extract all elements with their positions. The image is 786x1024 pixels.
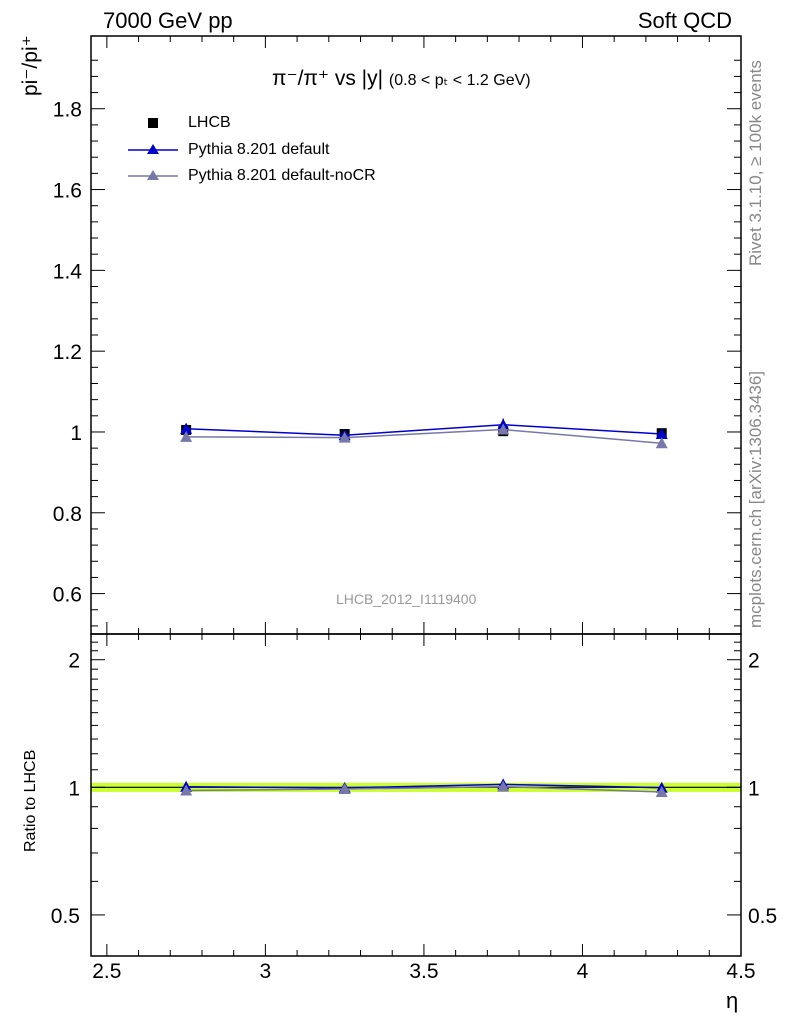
y-tick-label: 0.8	[53, 503, 82, 526]
mc-point	[180, 422, 193, 434]
x-tick-label: 4	[577, 960, 589, 983]
mc-point	[655, 427, 668, 439]
mc-point	[655, 437, 668, 449]
ratio-y-tick-label-right: 1	[748, 777, 760, 800]
y-tick-label: 1.4	[53, 260, 83, 283]
x-tick-label: 2.5	[92, 960, 121, 983]
ratio-y-tick-label: 0.5	[51, 905, 80, 928]
legend-marker-default	[147, 144, 159, 154]
y-tick-label: 0.6	[53, 584, 82, 607]
ratio-point	[338, 782, 351, 794]
x-tick-label: 3	[260, 960, 272, 983]
ratio-point	[655, 785, 668, 797]
ratio-y-tick-label-right: 0.5	[748, 905, 777, 928]
energy-label: 7000 GeV pp	[103, 8, 233, 33]
ratio-y-tick-label: 2	[68, 650, 80, 673]
mc-point	[338, 431, 351, 443]
y-tick-label: 1.8	[53, 99, 82, 122]
y-tick-label: 1	[70, 422, 82, 445]
mc-point	[180, 430, 193, 442]
legend-marker-lhcb	[148, 118, 158, 128]
plot-title-range: (0.8 < pₜ < 1.2 GeV)	[388, 72, 531, 89]
legend-label-default: Pythia 8.201 default	[188, 141, 330, 158]
series-line	[186, 428, 662, 445]
legend-label-lhcb: LHCB	[188, 114, 231, 131]
ratio-plot-frame	[90, 633, 742, 957]
x-tick-label: 3.5	[409, 960, 438, 983]
legend-label-nocr: Pythia 8.201 default-noCR	[188, 167, 376, 184]
plot-title-main: π⁻/π⁺ vs |y|	[272, 67, 384, 90]
mc-point	[497, 423, 510, 435]
analysis-watermark: LHCB_2012_I1119400	[336, 591, 477, 607]
ratio-point	[180, 784, 193, 796]
y-tick-label: 1.2	[53, 341, 82, 364]
x-tick-label: 4.5	[726, 960, 755, 983]
main-plot-frame	[90, 35, 742, 635]
ratio-series-line	[186, 785, 662, 793]
plot-title: π⁻/π⁺ vs |y| (0.8 < pₜ < 1.2 GeV)	[272, 66, 531, 91]
ratio-y-tick-label: 1	[68, 777, 80, 800]
y-tick-label: 1.6	[53, 180, 82, 203]
series-line	[186, 423, 662, 436]
ratio-series-line	[186, 783, 662, 789]
x-axis-label: η	[726, 988, 739, 1013]
ratio-point	[497, 780, 510, 792]
ratio-y-tick-label-right: 2	[748, 650, 760, 673]
process-label: Soft QCD	[637, 8, 732, 33]
legend-marker-nocr	[147, 170, 159, 180]
